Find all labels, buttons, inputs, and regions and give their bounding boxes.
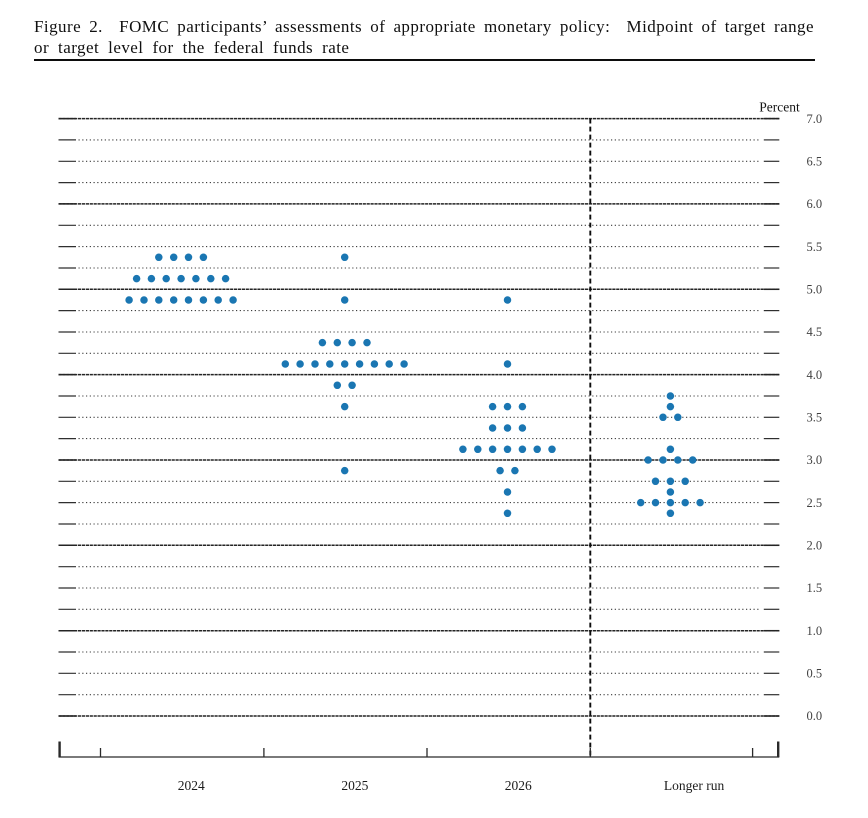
svg-text:2025: 2025 — [341, 778, 368, 793]
svg-text:6.0: 6.0 — [807, 197, 823, 211]
svg-text:7.0: 7.0 — [807, 112, 823, 126]
svg-text:4.0: 4.0 — [807, 368, 823, 382]
svg-text:3.5: 3.5 — [807, 411, 823, 425]
svg-text:3.0: 3.0 — [807, 453, 823, 467]
svg-text:4.5: 4.5 — [807, 325, 823, 339]
svg-text:Longer run: Longer run — [664, 778, 725, 793]
svg-text:Percent: Percent — [759, 100, 800, 115]
svg-text:0.0: 0.0 — [807, 709, 823, 723]
svg-text:2.5: 2.5 — [807, 496, 823, 510]
svg-text:2.0: 2.0 — [807, 539, 823, 553]
svg-text:6.5: 6.5 — [807, 155, 823, 169]
svg-text:2024: 2024 — [178, 778, 205, 793]
svg-text:0.5: 0.5 — [807, 667, 823, 681]
svg-text:5.5: 5.5 — [807, 240, 823, 254]
svg-text:5.0: 5.0 — [807, 283, 823, 297]
svg-text:1.0: 1.0 — [807, 624, 823, 638]
svg-text:2026: 2026 — [505, 778, 532, 793]
svg-text:1.5: 1.5 — [807, 581, 823, 595]
